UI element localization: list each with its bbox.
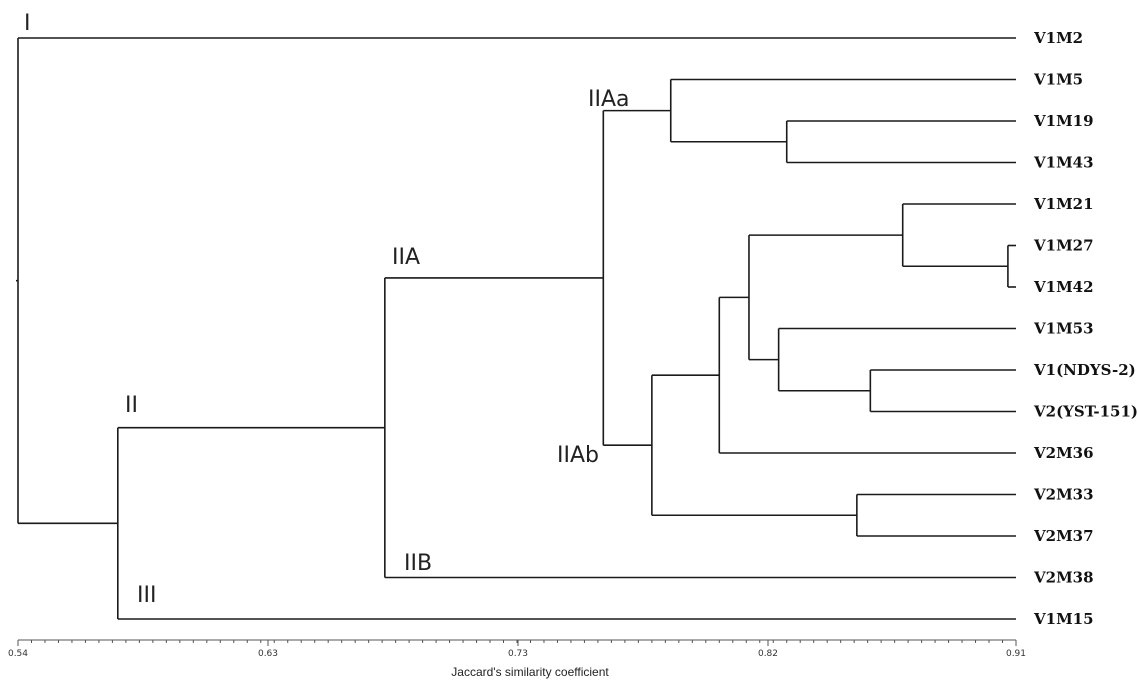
cluster-label-ii: II bbox=[125, 393, 138, 418]
cluster-label-iiab: IIAb bbox=[557, 443, 599, 468]
x-axis-tick-label: 0.63 bbox=[258, 649, 278, 659]
leaf-label: V2M33 bbox=[1033, 486, 1094, 504]
leaf-label: V1M42 bbox=[1033, 278, 1094, 296]
x-axis-tick-label: 0.82 bbox=[758, 649, 778, 659]
leaf-label: V1M43 bbox=[1033, 154, 1094, 172]
leaf-label: V2(YST-151) bbox=[1033, 403, 1138, 421]
leaf-label: V1M21 bbox=[1033, 195, 1094, 213]
leaf-label: V2M37 bbox=[1033, 527, 1094, 545]
leaf-label: V1M5 bbox=[1033, 71, 1083, 89]
x-axis-tick-label: 0.73 bbox=[508, 649, 528, 659]
x-axis: 0.54 0.63 0.73 0.82 0.91 Jaccard's similarit… bbox=[8, 639, 1026, 679]
x-axis-ticks: 0.54 0.63 0.73 0.82 0.91 bbox=[8, 640, 1026, 659]
cluster-label-iia: IIA bbox=[392, 245, 420, 270]
leaf-labels: V1M2 V1M5 V1M19 V1M43 V1M21 V1M27 V1M42 V1M53 V1… bbox=[1033, 29, 1138, 628]
leaf-label: V1M19 bbox=[1033, 112, 1094, 130]
leaf-label: V1(NDYS-2) bbox=[1033, 361, 1136, 379]
cluster-label-i: I bbox=[24, 11, 31, 36]
leaf-label: V1M53 bbox=[1033, 320, 1094, 338]
dendrogram-branches bbox=[16, 37, 1016, 620]
cluster-label-iii: III bbox=[137, 583, 156, 608]
leaf-label: V2M38 bbox=[1033, 569, 1094, 587]
x-axis-title: Jaccard's similarity coefficient bbox=[451, 665, 609, 679]
leaf-label: V1M27 bbox=[1033, 237, 1094, 255]
cluster-label-iib: IIB bbox=[404, 551, 432, 576]
x-axis-tick-label: 0.91 bbox=[1006, 649, 1026, 659]
leaf-label: V1M15 bbox=[1033, 610, 1094, 628]
leaf-label: V2M36 bbox=[1033, 444, 1094, 462]
leaf-label: V1M2 bbox=[1033, 29, 1083, 47]
x-axis-tick-label: 0.54 bbox=[8, 649, 28, 659]
cluster-label-iiaa: IIAa bbox=[588, 87, 630, 112]
